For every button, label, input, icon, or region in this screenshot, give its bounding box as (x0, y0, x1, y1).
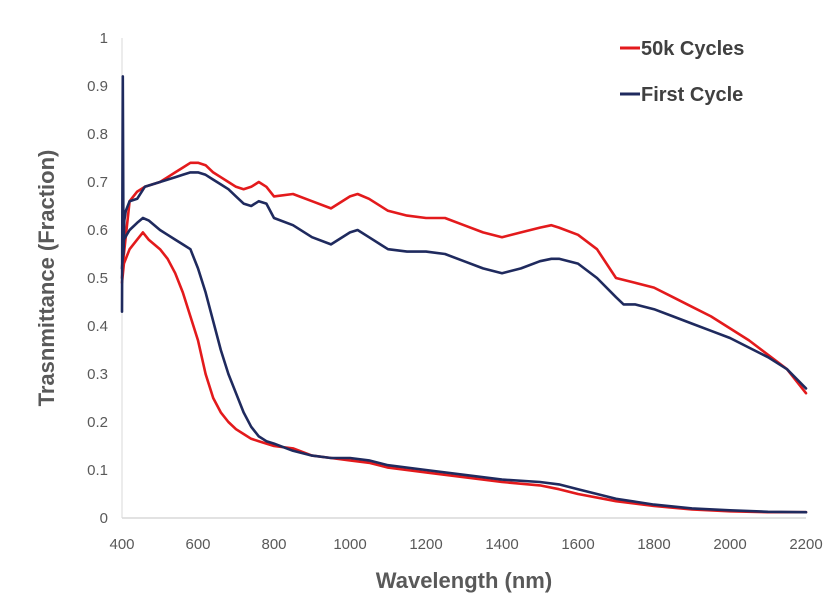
series-line-50k-cycles-colored (120, 231, 808, 514)
y-axis-title: Trasnmittance (Fraction) (34, 150, 59, 407)
series-line-50k-cycles-bleached (120, 161, 808, 395)
y-tick-label: 1 (100, 30, 108, 47)
y-tick-label: 0.4 (87, 318, 108, 335)
y-tick-label: 0.8 (87, 126, 108, 143)
x-tick-label: 400 (109, 536, 134, 553)
x-tick-label: 1800 (637, 536, 670, 553)
x-tick-label: 1400 (485, 536, 518, 553)
legend: 50k Cycles First Cycle (620, 38, 744, 106)
x-tick-labels: 400 600 800 1000 1200 1400 1600 1800 2000 2200 (109, 536, 822, 553)
legend-label: 50k Cycles (641, 38, 744, 60)
series-line-first-cycle-bleached (120, 75, 808, 390)
series-line-first-cycle-colored (120, 216, 808, 514)
x-axis-title: Wavelength (nm) (376, 568, 552, 593)
y-tick-label: 0.6 (87, 222, 108, 239)
y-tick-label: 0.7 (87, 174, 108, 191)
x-tick-label: 1200 (409, 536, 442, 553)
y-tick-label: 0.1 (87, 462, 108, 479)
x-tick-label: 1000 (333, 536, 366, 553)
x-tick-label: 1600 (561, 536, 594, 553)
y-tick-label: 0.9 (87, 78, 108, 95)
y-tick-labels: 0 0.1 0.2 0.3 0.4 0.5 0.6 0.7 0.8 0.9 1 (87, 30, 108, 527)
y-tick-label: 0.2 (87, 414, 108, 431)
legend-label: First Cycle (641, 84, 743, 106)
x-tick-label: 2000 (713, 536, 746, 553)
y-tick-label: 0.5 (87, 270, 108, 287)
x-tick-label: 800 (261, 536, 286, 553)
y-tick-label: 0 (100, 510, 108, 527)
x-tick-label: 600 (185, 536, 210, 553)
x-tick-label: 2200 (789, 536, 822, 553)
series-lines (120, 75, 808, 514)
y-tick-label: 0.3 (87, 366, 108, 383)
